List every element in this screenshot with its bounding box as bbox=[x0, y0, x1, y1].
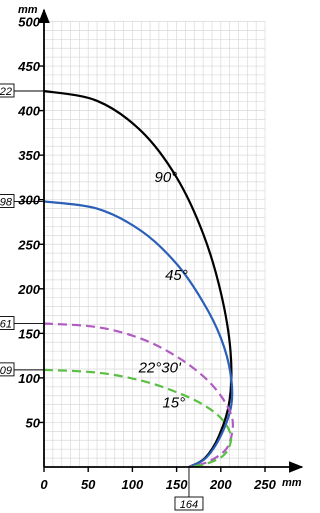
x-axis-unit: mm bbox=[282, 477, 302, 489]
curve-90° bbox=[43, 89, 233, 468]
callout-box bbox=[0, 362, 15, 377]
callout-label: 164 bbox=[180, 499, 198, 511]
y-tick-label: 500 bbox=[18, 15, 40, 30]
x-tick-label: 100 bbox=[122, 477, 144, 492]
callout-label: 422 bbox=[0, 86, 12, 98]
curve-labels: 90° 45° 22°30' 15° bbox=[138, 169, 188, 411]
ticks: 0 50 100 150 200 250 50 100 150 200 250 300 350 400 45… bbox=[17, 15, 276, 493]
callout-label: 109 bbox=[0, 365, 12, 377]
axes bbox=[38, 8, 304, 473]
y-tick-label: 250 bbox=[17, 237, 40, 252]
y-tick-label: 50 bbox=[26, 415, 41, 430]
y-tick-label: 300 bbox=[18, 193, 40, 208]
x-tick-label: 150 bbox=[166, 477, 188, 492]
curve-label: 45° bbox=[165, 267, 188, 284]
curve-15° bbox=[43, 368, 233, 469]
callouts: 422 298 161 109 164 bbox=[0, 83, 204, 511]
x-tick-label: 50 bbox=[81, 477, 96, 492]
x-tick-label: 0 bbox=[40, 477, 48, 492]
y-axis-unit: mm bbox=[18, 4, 38, 16]
callout-label: 161 bbox=[0, 319, 12, 331]
callout-box bbox=[0, 316, 15, 330]
y-tick-label: 150 bbox=[18, 326, 40, 341]
curves bbox=[43, 89, 235, 469]
y-tick-label: 100 bbox=[18, 371, 40, 386]
y-tick-label: 450 bbox=[17, 59, 40, 74]
curve-label: 90° bbox=[155, 169, 178, 186]
y-tick-label: 350 bbox=[18, 148, 40, 163]
callout-label: 298 bbox=[0, 196, 13, 208]
callout-box bbox=[0, 83, 15, 98]
curve-45° bbox=[43, 200, 234, 468]
x-tick-label: 250 bbox=[253, 477, 276, 492]
y-tick-label: 200 bbox=[17, 282, 40, 297]
curve-22°30' bbox=[43, 322, 235, 469]
curve-label: 15° bbox=[162, 394, 185, 411]
curve-label: 22°30' bbox=[138, 360, 182, 377]
y-tick-label: 400 bbox=[17, 104, 40, 119]
callout-box bbox=[0, 194, 15, 208]
x-tick-label: 200 bbox=[209, 477, 232, 492]
callout-box bbox=[174, 496, 204, 511]
